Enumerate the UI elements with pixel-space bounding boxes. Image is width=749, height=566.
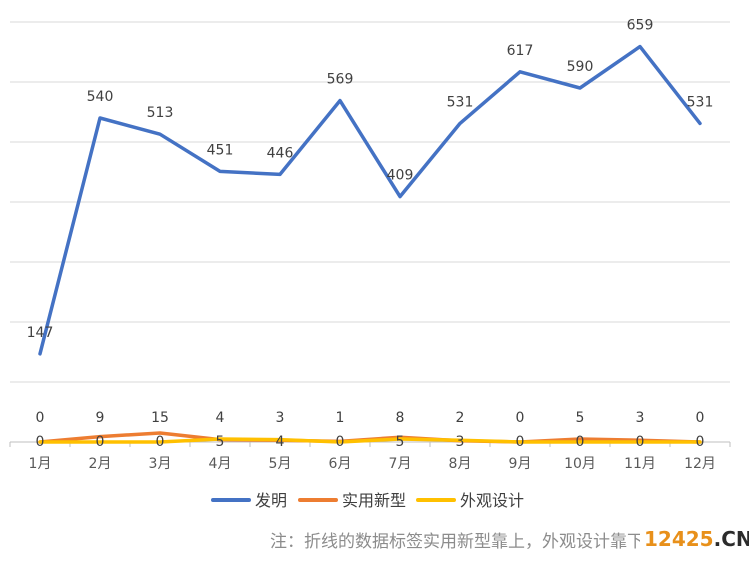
data-label: 0 <box>696 434 705 450</box>
series-line-0 <box>38 44 702 356</box>
x-tick-label: 3月 <box>149 456 172 472</box>
data-label: 0 <box>336 434 345 450</box>
data-label: 4 <box>276 434 285 450</box>
x-tick-label: 5月 <box>269 456 292 472</box>
data-label: 531 <box>447 94 474 110</box>
x-tick-label: 4月 <box>209 456 232 472</box>
data-label: 0 <box>636 434 645 450</box>
data-label: 409 <box>387 168 414 184</box>
data-label: 1 <box>336 410 345 426</box>
data-label: 617 <box>507 43 534 59</box>
data-label: 2 <box>456 410 465 426</box>
watermark-logo: 12425.CN <box>640 527 749 551</box>
data-label: 0 <box>516 434 525 450</box>
data-label: 147 <box>27 325 54 341</box>
x-tick-label: 2月 <box>89 456 112 472</box>
data-label: 3 <box>276 410 285 426</box>
x-tick-label: 7月 <box>389 456 412 472</box>
data-label: 659 <box>627 18 654 34</box>
x-tick-label: 6月 <box>329 456 352 472</box>
x-tick-label: 12月 <box>684 456 716 472</box>
x-tick-label: 11月 <box>624 456 656 472</box>
data-label: 0 <box>156 434 165 450</box>
footnote: 注：折线的数据标签实用新型靠上，外观设计靠下 <box>270 532 644 552</box>
legend-label: 发明 <box>255 491 287 510</box>
data-label: 0 <box>96 434 105 450</box>
data-label: 3 <box>456 434 465 450</box>
data-label: 446 <box>267 145 294 161</box>
series-line-2 <box>38 437 702 444</box>
data-label: 540 <box>87 89 114 105</box>
data-label: 0 <box>36 434 45 450</box>
data-label: 531 <box>687 94 714 110</box>
legend-label: 外观设计 <box>460 491 524 510</box>
data-label: 513 <box>147 105 174 121</box>
data-label: 5 <box>576 410 585 426</box>
x-tick-label: 8月 <box>449 456 472 472</box>
data-label: 9 <box>96 410 105 426</box>
data-label: 0 <box>516 410 525 426</box>
data-label: 451 <box>207 142 234 158</box>
data-label: 15 <box>151 410 169 426</box>
data-label: 0 <box>696 410 705 426</box>
data-label: 3 <box>636 410 645 426</box>
legend-label: 实用新型 <box>342 491 406 510</box>
data-label: 590 <box>567 59 594 75</box>
data-label: 8 <box>396 410 405 426</box>
data-label: 569 <box>327 72 354 88</box>
data-label: 5 <box>396 434 405 450</box>
data-label: 4 <box>216 410 225 426</box>
x-tick-label: 10月 <box>564 456 596 472</box>
data-label: 0 <box>36 410 45 426</box>
x-tick-label: 1月 <box>29 456 52 472</box>
data-label: 5 <box>216 434 225 450</box>
data-label: 0 <box>576 434 585 450</box>
x-tick-label: 9月 <box>509 456 532 472</box>
